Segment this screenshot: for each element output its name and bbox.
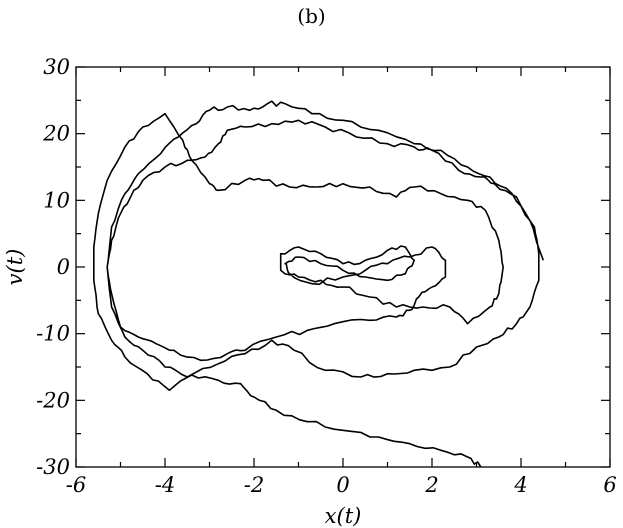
series-group xyxy=(93,100,545,468)
plot-frame xyxy=(75,66,611,468)
x-tick-label: 0 xyxy=(336,473,349,497)
x-axis-label: x(t) xyxy=(325,504,362,528)
x-tick-label: 4 xyxy=(513,473,527,497)
y-axis-label: v(t) xyxy=(3,249,27,286)
y-tick-label: -10 xyxy=(36,322,70,346)
y-tick-label: 0 xyxy=(57,255,70,279)
plot-area xyxy=(75,66,611,468)
ticks-group xyxy=(75,66,611,468)
trajectory-series-1 xyxy=(93,112,504,468)
x-tick-label: 2 xyxy=(424,473,438,497)
panel-label: (b) xyxy=(297,4,326,28)
y-tick-label: -30 xyxy=(36,455,70,479)
trajectory-series-2 xyxy=(106,100,545,378)
x-tick-label: 6 xyxy=(603,473,616,497)
x-tick-label: -2 xyxy=(244,473,264,497)
y-tick-label: -20 xyxy=(36,388,70,412)
y-tick-label: 10 xyxy=(43,188,70,212)
x-tick-label: -6 xyxy=(66,473,86,497)
y-tick-label: 20 xyxy=(42,122,70,146)
y-tick-label: 30 xyxy=(43,55,70,79)
x-tick-label: -4 xyxy=(155,473,175,497)
